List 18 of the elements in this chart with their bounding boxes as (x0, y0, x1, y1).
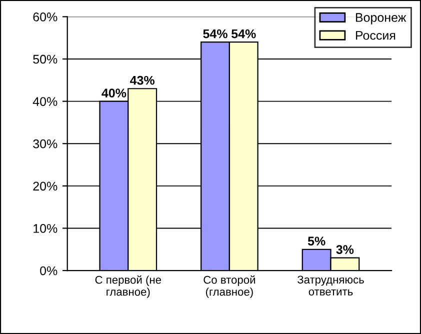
data-label: 43% (130, 76, 155, 85)
data-label: 40% (102, 88, 126, 98)
legend-label: Воронеж (356, 13, 406, 24)
y-tick-label: 50% (33, 54, 58, 64)
data-label: 54% (203, 29, 228, 38)
y-tick-label: 10% (34, 224, 58, 233)
y-tick-label: 60% (33, 12, 58, 22)
data-label: 5% (308, 236, 326, 246)
x-tick-label: Со второй (главное) (204, 275, 255, 298)
legend-label: Россия (356, 31, 396, 40)
y-tick-label: 0% (40, 266, 58, 276)
y-tick-label: 20% (33, 182, 58, 191)
y-tick-label: 40% (32, 97, 58, 106)
data-label: 3% (336, 245, 354, 254)
x-tick-label: Затрудняюсь ответить (297, 276, 364, 296)
data-label: 54% (232, 29, 256, 38)
y-tick-label: 30% (33, 139, 58, 148)
x-tick-label: С первой (не главное) (95, 275, 162, 298)
